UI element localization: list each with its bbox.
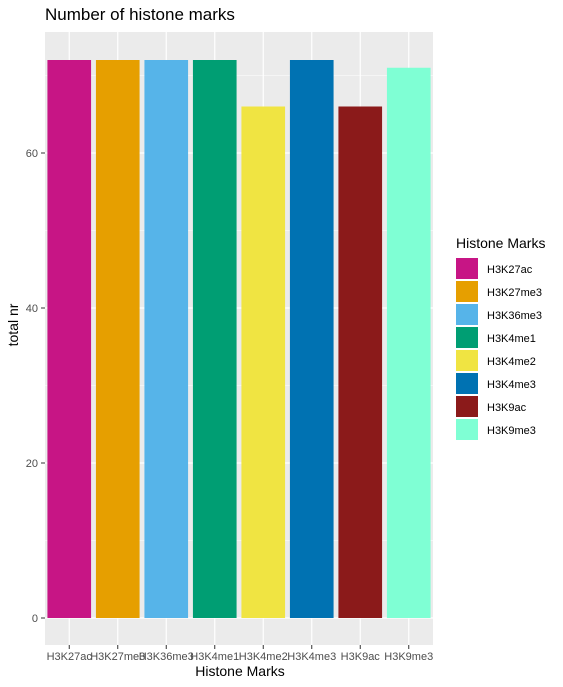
bar-H3K9me3 (386, 67, 431, 618)
x-tick-label: H3K4me3 (287, 651, 336, 663)
legend-swatch (456, 304, 478, 325)
x-tick-label: H3K4me2 (239, 651, 288, 663)
y-tick-label: 0 (32, 613, 38, 625)
bar-H3K4me2 (241, 106, 286, 618)
legend-label: H3K4me2 (487, 356, 536, 368)
legend: Histone Marks H3K27ac H3K27me3 H3K36me3 H3K… (456, 235, 545, 440)
legend-label: H3K36me3 (487, 310, 542, 322)
legend-label: H3K9me3 (487, 425, 536, 437)
chart-title: Number of histone marks (45, 5, 235, 24)
bar-H3K36me3 (144, 60, 189, 618)
legend-label: H3K27ac (487, 264, 533, 276)
legend-swatch (456, 327, 478, 348)
y-tick-label: 20 (26, 458, 38, 470)
legend-label: H3K27me3 (487, 287, 542, 299)
x-axis-title: Histone Marks (195, 663, 284, 679)
legend-swatch (456, 258, 478, 279)
legend-swatch (456, 281, 478, 302)
x-tick-label: H3K27ac (47, 651, 93, 663)
legend-swatch (456, 419, 478, 440)
x-tick-label: H3K9ac (341, 651, 381, 663)
legend-swatch (456, 350, 478, 371)
x-tick-label: H3K9me3 (384, 651, 433, 663)
legend-label: H3K4me1 (487, 333, 536, 345)
bars (47, 60, 431, 618)
bar-H3K4me1 (192, 60, 237, 618)
y-tick-label: 60 (26, 148, 38, 160)
legend-title: Histone Marks (456, 235, 545, 251)
bar-H3K4me3 (289, 60, 334, 618)
x-tick-label: H3K36me3 (139, 651, 194, 663)
legend-label: H3K9ac (487, 402, 527, 414)
bar-H3K27me3 (95, 60, 140, 618)
y-tick-label: 40 (26, 303, 38, 315)
bar-H3K9ac (338, 106, 383, 618)
legend-swatch (456, 396, 478, 417)
y-axis: 0 20 40 60 (26, 148, 45, 625)
y-axis-title: total nr (5, 303, 21, 346)
x-tick-label: H3K4me1 (190, 651, 239, 663)
bar-H3K27ac (47, 60, 92, 618)
x-tick-label: H3K27me3 (90, 651, 145, 663)
legend-label: H3K4me3 (487, 379, 536, 391)
legend-swatch (456, 373, 478, 394)
